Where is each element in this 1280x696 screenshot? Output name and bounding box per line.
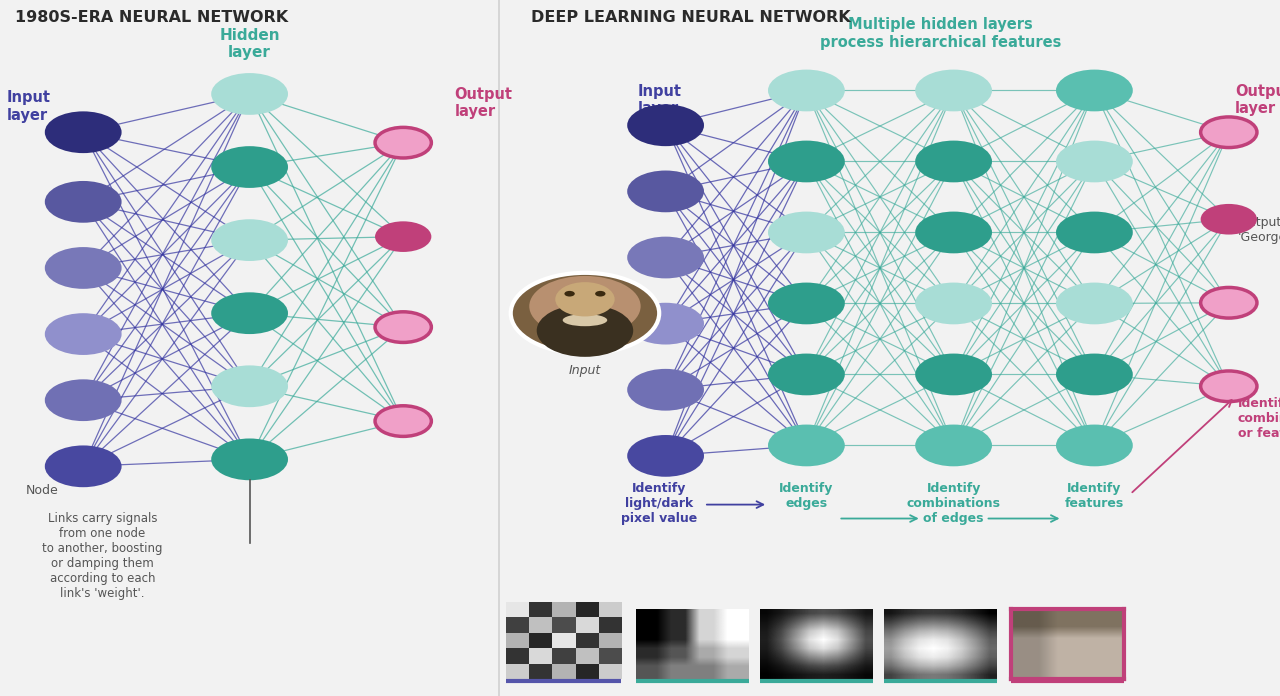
Text: Output
layer: Output layer bbox=[1235, 84, 1280, 116]
Text: Multiple hidden layers
process hierarchical features: Multiple hidden layers process hierarchi… bbox=[820, 17, 1061, 50]
Circle shape bbox=[375, 406, 431, 436]
Circle shape bbox=[530, 276, 641, 336]
Circle shape bbox=[211, 73, 288, 115]
Text: Input
layer: Input layer bbox=[637, 84, 681, 116]
Text: Input: Input bbox=[568, 364, 602, 377]
Circle shape bbox=[45, 181, 122, 223]
Text: Hidden
layer: Hidden layer bbox=[219, 28, 280, 61]
Text: Node: Node bbox=[26, 484, 59, 497]
Text: Identify
combinations
of edges: Identify combinations of edges bbox=[906, 482, 1001, 525]
Text: Output
layer: Output layer bbox=[454, 87, 512, 120]
Circle shape bbox=[768, 212, 845, 253]
Circle shape bbox=[915, 70, 992, 111]
Circle shape bbox=[211, 219, 288, 261]
Circle shape bbox=[1056, 425, 1133, 466]
Circle shape bbox=[1201, 117, 1257, 148]
Text: Identify
edges: Identify edges bbox=[780, 482, 833, 509]
Circle shape bbox=[915, 212, 992, 253]
Circle shape bbox=[627, 369, 704, 411]
Circle shape bbox=[511, 273, 659, 354]
Circle shape bbox=[211, 292, 288, 334]
Circle shape bbox=[627, 237, 704, 278]
Text: DEEP LEARNING NEURAL NETWORK: DEEP LEARNING NEURAL NETWORK bbox=[531, 10, 851, 26]
Circle shape bbox=[45, 313, 122, 355]
Circle shape bbox=[595, 291, 605, 296]
Circle shape bbox=[1201, 287, 1257, 318]
Circle shape bbox=[915, 283, 992, 324]
Text: Input
layer: Input layer bbox=[6, 90, 50, 123]
Circle shape bbox=[1056, 212, 1133, 253]
Ellipse shape bbox=[563, 314, 607, 326]
Circle shape bbox=[915, 425, 992, 466]
Circle shape bbox=[211, 438, 288, 480]
Circle shape bbox=[564, 291, 575, 296]
Text: Identify
combinations
or features: Identify combinations or features bbox=[1238, 397, 1280, 440]
Circle shape bbox=[45, 247, 122, 289]
Circle shape bbox=[1056, 141, 1133, 182]
Text: Identify
light/dark
pixel value: Identify light/dark pixel value bbox=[621, 482, 698, 525]
Text: 1980S-ERA NEURAL NETWORK: 1980S-ERA NEURAL NETWORK bbox=[15, 10, 288, 26]
Circle shape bbox=[768, 354, 845, 395]
Text: Identify
features: Identify features bbox=[1065, 482, 1124, 509]
Circle shape bbox=[627, 104, 704, 146]
Circle shape bbox=[627, 435, 704, 477]
Circle shape bbox=[45, 111, 122, 153]
Ellipse shape bbox=[556, 282, 614, 317]
Circle shape bbox=[627, 171, 704, 212]
Circle shape bbox=[1056, 283, 1133, 324]
Circle shape bbox=[45, 379, 122, 421]
Circle shape bbox=[915, 354, 992, 395]
Circle shape bbox=[1056, 70, 1133, 111]
Text: Output:
'George': Output: 'George' bbox=[1238, 216, 1280, 244]
Circle shape bbox=[211, 365, 288, 407]
Circle shape bbox=[375, 312, 431, 342]
Circle shape bbox=[915, 141, 992, 182]
Text: Links carry signals
from one node
to another, boosting
or damping them
according: Links carry signals from one node to ano… bbox=[42, 512, 163, 599]
Circle shape bbox=[768, 283, 845, 324]
Circle shape bbox=[768, 425, 845, 466]
Circle shape bbox=[627, 303, 704, 345]
Circle shape bbox=[375, 127, 431, 158]
Circle shape bbox=[211, 146, 288, 188]
Circle shape bbox=[536, 304, 634, 357]
Circle shape bbox=[768, 70, 845, 111]
Circle shape bbox=[768, 141, 845, 182]
Circle shape bbox=[1201, 204, 1257, 235]
Circle shape bbox=[1201, 371, 1257, 402]
Circle shape bbox=[45, 445, 122, 487]
Circle shape bbox=[375, 221, 431, 252]
Circle shape bbox=[1056, 354, 1133, 395]
